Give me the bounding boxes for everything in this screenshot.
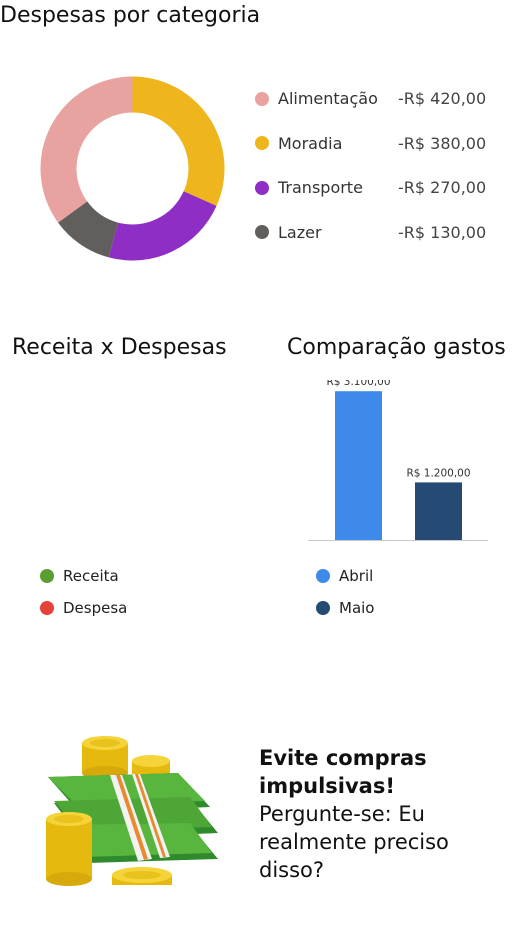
- bar-abril: [335, 391, 382, 540]
- donut-legend-item: Lazer -R$ 130,00: [255, 223, 486, 242]
- legend-label: Abril: [339, 567, 374, 585]
- legend-category-label: Transporte: [278, 178, 363, 197]
- legend-value-label: -R$ 130,00: [398, 222, 487, 242]
- tip-headline: Evite compras impulsivas!: [259, 746, 427, 798]
- tip-text: Evite compras impulsivas! Pergunte-se: E…: [259, 744, 499, 884]
- legend-label: Despesa: [63, 599, 128, 617]
- legend-value-label: -R$ 380,00: [398, 133, 487, 153]
- legend-label: Maio: [339, 599, 375, 617]
- receita-dot-icon: [40, 569, 54, 583]
- legend-dot-icon: [316, 569, 330, 583]
- donut-slice-transporte: [108, 191, 217, 261]
- compare-chart-title: Comparação gastos: [287, 335, 506, 360]
- banknote-stack-icon: [48, 773, 218, 863]
- legend-category-label: Alimentação: [278, 89, 378, 108]
- revenue-chart-title: Receita x Despesas: [12, 335, 227, 360]
- legend-value-label: -R$ 270,00: [398, 178, 487, 197]
- donut-legend-item: Moradia -R$ 380,00: [255, 134, 486, 153]
- bar-chart: R$ 3.100,00 R$ 1.200,00: [308, 380, 488, 541]
- legend-category-label: Moradia: [278, 133, 343, 153]
- bar-legend-item: Abril: [316, 567, 373, 585]
- donut-chart-title: Despesas por categoria: [0, 3, 261, 28]
- legend-dot-icon: [255, 225, 269, 239]
- legend-dot-icon: [255, 91, 269, 106]
- bar-value-label: R$ 3.100,00: [326, 380, 390, 388]
- bar-maio: [415, 482, 462, 540]
- bar-value-label: R$ 1.200,00: [406, 467, 470, 479]
- donut-slice-alimentação: [40, 76, 133, 223]
- coin-stack-icon: [46, 812, 172, 886]
- legend-value-label: -R$ 420,00: [398, 89, 487, 108]
- legend-dot-icon: [255, 180, 269, 195]
- donut-slice-moradia: [132, 76, 225, 206]
- legend-item-receita: Receita: [40, 567, 119, 585]
- legend-item-despesa: Despesa: [40, 599, 127, 617]
- tip-body: Pergunte-se: Eu realmente preciso disso?: [259, 802, 449, 882]
- legend-dot-icon: [255, 136, 269, 150]
- donut-legend-item: Transporte -R$ 270,00: [255, 178, 486, 197]
- legend-dot-icon: [316, 601, 330, 615]
- donut-slice-lazer: [58, 201, 119, 258]
- despesa-dot-icon: [40, 601, 54, 615]
- donut-chart: [40, 76, 225, 261]
- legend-category-label: Lazer: [278, 222, 322, 242]
- donut-legend-item: Alimentação -R$ 420,00: [255, 89, 486, 108]
- legend-label: Receita: [63, 567, 119, 585]
- money-stack-illustration: [46, 736, 218, 886]
- bar-legend-item: Maio: [316, 599, 374, 617]
